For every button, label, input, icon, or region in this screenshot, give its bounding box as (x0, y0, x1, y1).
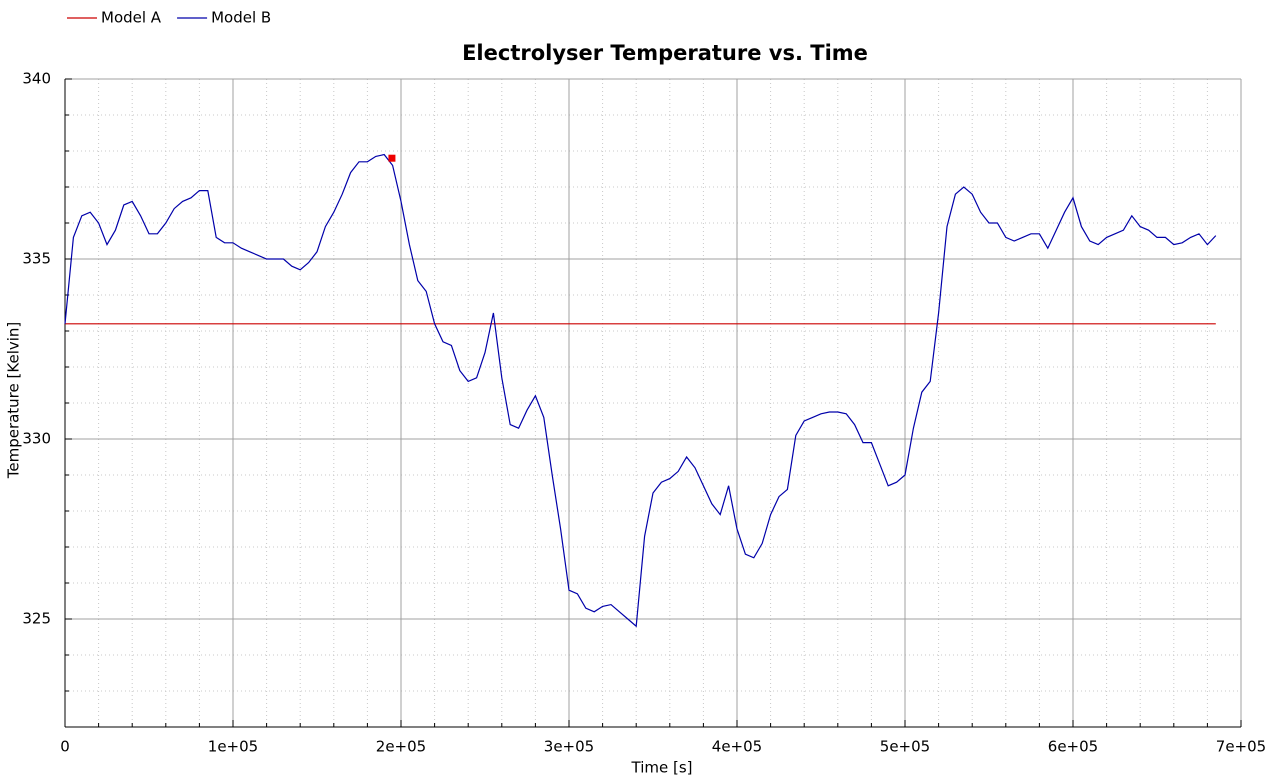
x-tick-label: 4e+05 (712, 738, 762, 756)
marker (388, 154, 396, 162)
chart-title: Electrolyser Temperature vs. Time (462, 41, 868, 65)
y-tick-label: 325 (22, 610, 51, 628)
x-tick-label: 3e+05 (544, 738, 594, 756)
legend-label: Model A (101, 9, 162, 27)
x-tick-label: 0 (60, 738, 70, 756)
y-tick-label: 340 (22, 70, 51, 88)
x-tick-label: 2e+05 (376, 738, 426, 756)
x-tick-label: 1e+05 (208, 738, 258, 756)
y-tick-label: 330 (22, 430, 51, 448)
legend-label: Model B (211, 9, 271, 27)
x-tick-label: 5e+05 (880, 738, 930, 756)
x-tick-label: 6e+05 (1048, 738, 1098, 756)
x-axis-label: Time [s] (631, 759, 693, 777)
y-axis-label: Temperature [Kelvin] (5, 322, 23, 480)
x-tick-label: 7e+05 (1216, 738, 1265, 756)
series-line (64, 153, 1217, 628)
y-tick-label: 335 (22, 250, 51, 268)
